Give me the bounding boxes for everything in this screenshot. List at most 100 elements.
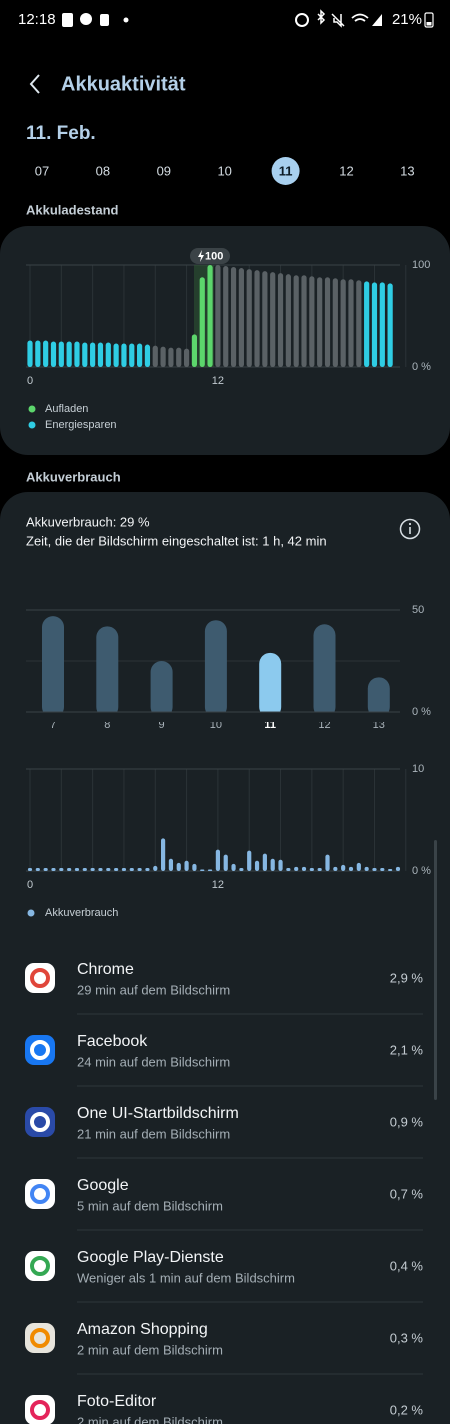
day-tab[interactable]: 08 (96, 163, 110, 178)
bar (215, 849, 220, 871)
bar (270, 272, 276, 367)
bar (121, 343, 127, 367)
status-time: 12:18 (18, 11, 56, 28)
bar (301, 275, 307, 367)
app-share: 0,2 % (390, 1402, 424, 1417)
bar (144, 344, 151, 367)
app-icon-glyph (30, 968, 50, 988)
x-tick-label: 12 (212, 375, 224, 387)
app-name[interactable]: Chrome (77, 961, 134, 978)
app-share: 0,7 % (390, 1186, 424, 1201)
screen-time: Zeit, die der Bildschirm eingeschaltet i… (26, 533, 327, 548)
bar (286, 867, 291, 871)
app-detail: 5 min auf dem Bildschirm (77, 1198, 223, 1213)
section-title: Akkuladestand (26, 202, 119, 217)
status-icon (80, 13, 92, 25)
app-name[interactable]: One UI-Startbildschirm (77, 1105, 239, 1122)
day-tab[interactable]: 09 (157, 163, 171, 178)
app-icon-glyph (30, 1112, 50, 1132)
app-icon-glyph (30, 1040, 50, 1060)
bar (204, 620, 227, 718)
app-name[interactable]: Foto-Editor (77, 1393, 157, 1410)
bar (82, 342, 88, 367)
bar (379, 282, 385, 367)
page-title: Akkuaktivität (61, 73, 186, 95)
bar (223, 266, 229, 367)
bar (176, 347, 182, 367)
bar (270, 858, 275, 871)
app-share: 0,3 % (390, 1330, 424, 1345)
bar (364, 866, 369, 871)
app-icon-glyph (30, 1256, 50, 1276)
annotation-icon (198, 250, 204, 262)
app-icon (25, 1323, 55, 1353)
y-tick-label: 100 (412, 259, 430, 271)
day-tab[interactable]: 07 (35, 163, 49, 178)
app-name[interactable]: Amazon Shopping (77, 1321, 208, 1338)
app-share: 0,4 % (390, 1258, 424, 1273)
day-tab[interactable]: 11 (279, 163, 293, 178)
bar (74, 867, 80, 871)
bar (223, 854, 228, 871)
app-icon (25, 1035, 55, 1065)
bar (98, 867, 103, 871)
app-detail: 24 min auf dem Bildschirm (77, 1054, 230, 1069)
app-share: 2,9 % (390, 970, 424, 985)
bar (371, 282, 378, 367)
status-icon (426, 22, 432, 26)
app-icon-glyph (30, 1400, 50, 1420)
bar (301, 866, 307, 871)
bar (184, 860, 189, 871)
app-name[interactable]: Google Play-Dienste (77, 1249, 224, 1266)
bar (27, 340, 33, 367)
app-name[interactable]: Facebook (77, 1033, 148, 1050)
bar (238, 268, 244, 367)
y-tick-label: 50 (412, 604, 424, 616)
app-detail: 29 min auf dem Bildschirm (77, 982, 230, 997)
app-detail: Weniger als 1 min auf dem Bildschirm (77, 1270, 295, 1285)
bar (333, 866, 338, 871)
day-tab[interactable]: 10 (217, 163, 231, 178)
date-title: 11. Feb. (26, 123, 96, 144)
back-button[interactable] (29, 74, 40, 94)
bar (160, 346, 166, 367)
bar (50, 341, 57, 367)
annotation-badge (190, 248, 230, 264)
bar (96, 626, 119, 718)
day-tab[interactable]: 12 (339, 163, 353, 178)
bar (356, 862, 361, 871)
bar (97, 342, 104, 367)
app-name[interactable]: Google (77, 1177, 129, 1194)
bar (341, 864, 346, 871)
bar (168, 858, 174, 871)
app-share: 2,1 % (390, 1042, 424, 1057)
y-tick-label: 0 % (412, 865, 431, 877)
bar (59, 867, 64, 871)
section-title: Akkuverbrauch (26, 469, 121, 484)
bar (129, 867, 134, 871)
x-tick-label: 7 (50, 719, 56, 731)
info-button[interactable] (399, 518, 421, 540)
bar (121, 867, 127, 871)
bar (262, 271, 268, 367)
day-tab[interactable]: 13 (400, 163, 414, 178)
legend-swatch (28, 421, 36, 429)
bar (145, 867, 150, 871)
app-icon (25, 1395, 55, 1424)
bar (191, 334, 198, 367)
status-icon (100, 14, 109, 26)
bar (168, 347, 174, 367)
status-icon (424, 12, 434, 28)
y-tick-label: 10 (412, 763, 424, 775)
bar (114, 867, 119, 871)
bar (231, 863, 236, 871)
bar (192, 863, 197, 871)
bar (74, 341, 80, 367)
bar (199, 277, 205, 367)
bar (43, 340, 49, 367)
bar (332, 278, 338, 367)
y-tick-label: 0 % (412, 361, 431, 373)
usage-panel (0, 492, 450, 1424)
bar (372, 867, 377, 871)
